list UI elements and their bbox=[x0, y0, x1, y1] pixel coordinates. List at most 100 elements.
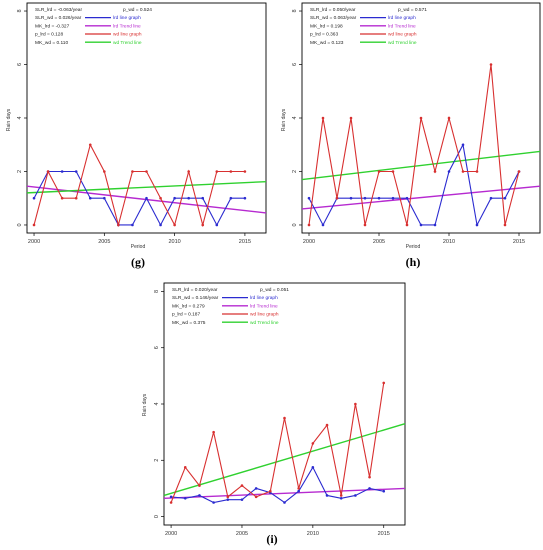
series-line bbox=[308, 64, 520, 226]
data-point bbox=[198, 484, 201, 487]
data-point bbox=[461, 143, 465, 147]
series-line bbox=[170, 382, 385, 503]
data-point bbox=[215, 170, 219, 173]
data-point bbox=[173, 196, 176, 200]
data-point bbox=[503, 196, 507, 200]
data-point bbox=[283, 416, 286, 420]
x-tick-label: 2000 bbox=[303, 239, 315, 245]
data-point bbox=[339, 494, 343, 497]
y-tick-label: 2 bbox=[17, 170, 23, 173]
data-point bbox=[405, 223, 409, 227]
data-point bbox=[159, 196, 162, 200]
stat-text: p_lrd = 0.363 bbox=[310, 32, 338, 38]
stat-text: SLR_lrd = 0.020/year bbox=[172, 287, 218, 293]
data-point bbox=[307, 223, 311, 227]
data-point bbox=[475, 170, 479, 173]
stat-text: SLR_wd = 0.026/year bbox=[35, 15, 82, 21]
x-axis-label: Period bbox=[131, 244, 146, 250]
y-axis-label: Rain days bbox=[6, 108, 12, 131]
series-line bbox=[308, 143, 520, 227]
data-point bbox=[240, 498, 244, 501]
y-tick-label: 2 bbox=[292, 170, 298, 173]
data-point bbox=[405, 196, 409, 200]
y-tick-label: 0 bbox=[292, 223, 298, 226]
legend-label: wd Trend line bbox=[388, 40, 417, 46]
data-point bbox=[187, 196, 190, 200]
data-point bbox=[311, 466, 315, 469]
stat-text: p_wd = 0.571 bbox=[398, 7, 427, 13]
x-tick-label: 2005 bbox=[236, 531, 248, 537]
data-point bbox=[173, 223, 176, 227]
data-point bbox=[215, 223, 219, 227]
data-point bbox=[489, 63, 493, 66]
data-point bbox=[159, 223, 162, 227]
panel-caption: (g) bbox=[131, 255, 145, 269]
data-point bbox=[254, 495, 258, 499]
y-tick-label: 6 bbox=[292, 63, 298, 66]
data-point bbox=[354, 494, 357, 497]
stat-text: p_lrd = 0.187 bbox=[172, 312, 200, 318]
legend-label: wd line graph bbox=[388, 32, 417, 38]
legend-label: lrd line graph bbox=[113, 15, 141, 21]
panel-i: Rain days (i) 2000 2005 2010 2015 0 2 4 6 8 SLR_l… bbox=[142, 282, 406, 546]
series-line bbox=[171, 466, 384, 504]
data-point bbox=[419, 223, 423, 227]
trend-line bbox=[301, 150, 541, 181]
data-point bbox=[117, 223, 120, 227]
data-point bbox=[335, 196, 339, 200]
data-point bbox=[447, 116, 451, 120]
y-tick-label: 6 bbox=[17, 63, 23, 66]
data-point bbox=[433, 223, 437, 227]
data-point bbox=[321, 116, 325, 120]
stat-text: MK_wd = 0.375 bbox=[172, 320, 206, 326]
data-point bbox=[74, 196, 78, 200]
data-point bbox=[243, 196, 247, 200]
data-point bbox=[74, 170, 78, 173]
y-tick-label: 8 bbox=[292, 9, 298, 12]
data-point bbox=[297, 487, 300, 490]
y-tick-label: 8 bbox=[154, 290, 160, 293]
legend-label: lrd line graph bbox=[388, 15, 416, 21]
data-point bbox=[339, 496, 343, 500]
stat-text: MK_wd = 0.110 bbox=[35, 40, 68, 46]
data-point bbox=[321, 223, 325, 227]
data-point bbox=[226, 498, 230, 501]
x-tick-label: 2010 bbox=[443, 239, 455, 245]
data-point bbox=[169, 501, 173, 504]
data-point bbox=[382, 489, 386, 493]
data-point bbox=[391, 170, 395, 173]
x-tick-label: 2010 bbox=[168, 239, 180, 245]
legend-label: wd line graph bbox=[250, 312, 279, 318]
data-point bbox=[325, 494, 329, 497]
data-point bbox=[283, 501, 286, 504]
stat-text: SLR_wd = 0.063/year bbox=[310, 15, 357, 21]
data-point bbox=[349, 116, 353, 120]
data-point bbox=[311, 442, 315, 445]
panel-g: Rain days Period (g) 2000 2005 2010 2015 0 2 4… bbox=[6, 2, 267, 269]
data-point bbox=[103, 196, 106, 200]
data-point bbox=[475, 223, 479, 227]
y-tick-label: 2 bbox=[154, 459, 160, 462]
data-point bbox=[433, 170, 437, 173]
data-point bbox=[377, 196, 381, 200]
y-axis-label: Rain days bbox=[142, 393, 148, 416]
panel-h: Rain days Period (h) 2000 2005 2010 2015 0 2 4… bbox=[281, 2, 541, 269]
data-point bbox=[349, 196, 353, 200]
data-point bbox=[169, 495, 173, 499]
data-point bbox=[391, 196, 395, 200]
x-tick-label: 2000 bbox=[165, 531, 177, 537]
y-tick-label: 4 bbox=[154, 402, 160, 405]
legend-label: lrd line graph bbox=[250, 295, 278, 301]
stat-text: p_lrd = 0.128 bbox=[35, 32, 63, 38]
trend-line bbox=[26, 180, 267, 194]
data-point bbox=[447, 170, 451, 173]
legend-label: wd line graph bbox=[113, 32, 142, 38]
data-point bbox=[229, 170, 233, 173]
data-point bbox=[325, 423, 329, 427]
y-tick-label: 4 bbox=[17, 116, 23, 119]
stat-text: p_wd = 0.524 bbox=[123, 7, 152, 13]
data-point bbox=[32, 196, 36, 200]
data-point bbox=[368, 475, 371, 479]
data-point bbox=[377, 170, 381, 173]
stat-text: MK_lrd = -0.327 bbox=[35, 23, 70, 29]
